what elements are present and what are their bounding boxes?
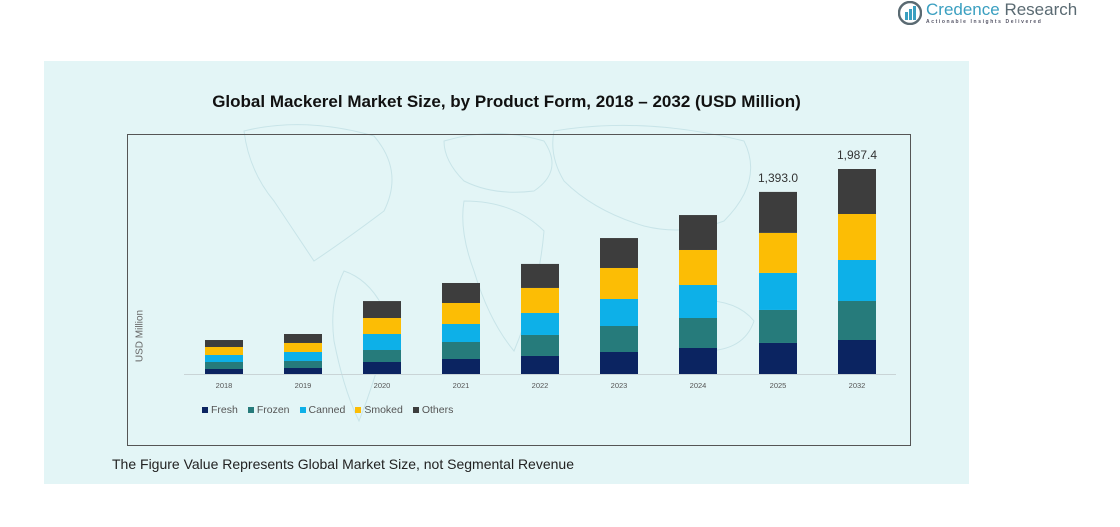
bar-segment-smoked-2032 — [838, 213, 876, 260]
legend-swatch — [299, 407, 306, 413]
legend-item-canned: Canned — [299, 404, 346, 416]
bar-segment-frozen-2018 — [205, 362, 243, 370]
data-label-total: 1,393.0 — [758, 171, 798, 185]
legend-item-fresh: Fresh — [202, 404, 238, 416]
bar-segment-frozen-2021 — [442, 342, 480, 360]
bar-segment-smoked-2019 — [284, 342, 322, 352]
x-tick-label: 2025 — [770, 381, 787, 390]
bar-segment-smoked-2018 — [205, 346, 243, 355]
bar-segment-frozen-2022 — [521, 334, 559, 356]
x-tick-label: 2018 — [216, 381, 233, 390]
credence-research-logo: Credence Research Actionable Insights De… — [897, 0, 1078, 26]
chart-legend: Fresh Frozen Canned Smoked Others — [202, 404, 453, 416]
chart-panel: Global Mackerel Market Size, by Product … — [44, 61, 969, 484]
bar-segment-smoked-2025 — [759, 232, 797, 273]
bar-segment-others-2019 — [284, 334, 322, 343]
bar-segment-frozen-2025 — [759, 309, 797, 343]
stacked-bar-chart: 2018 2019 2020 2021 2022 2023 2024 2025 1,393.0 2… — [184, 148, 896, 390]
bar-segment-canned-2019 — [284, 351, 322, 361]
bar-segment-others-2021 — [442, 282, 480, 303]
legend-item-smoked: Smoked — [355, 404, 403, 416]
footnote: The Figure Value Represents Global Marke… — [112, 456, 574, 472]
brand-name-first: Credence — [926, 0, 1000, 19]
bar-segment-smoked-2021 — [442, 302, 480, 324]
logo-chart-icon — [897, 0, 923, 26]
bar-segment-canned-2023 — [600, 298, 638, 326]
bar-segment-fresh-2025 — [759, 342, 797, 374]
legend-swatch — [202, 407, 208, 413]
brand-tagline: Actionable Insights Delivered — [926, 19, 1043, 25]
bar-segment-others-2023 — [600, 238, 638, 268]
legend-label: Frozen — [256, 404, 290, 416]
bar-segment-frozen-2019 — [284, 360, 322, 368]
bar-segment-frozen-2024 — [679, 318, 717, 348]
plot-area-border — [127, 134, 911, 446]
bar-segment-canned-2024 — [679, 284, 717, 318]
x-tick-label: 2032 — [849, 381, 866, 390]
bar-segment-others-2022 — [521, 263, 559, 288]
bar-segment-canned-2032 — [838, 259, 876, 302]
x-tick-label: 2023 — [611, 381, 628, 390]
bar-segment-smoked-2024 — [679, 249, 717, 285]
x-tick-label: 2022 — [532, 381, 549, 390]
brand-name-second: Research — [1004, 0, 1078, 19]
bar-segment-canned-2021 — [442, 324, 480, 342]
bar-segment-fresh-2021 — [442, 359, 480, 374]
bar-segment-others-2025 — [759, 191, 797, 233]
bar-segment-canned-2022 — [521, 312, 559, 335]
bar-segment-canned-2020 — [363, 334, 401, 350]
legend-swatch — [247, 407, 254, 413]
bar-segment-fresh-2019 — [284, 368, 322, 374]
bar-segment-fresh-2018 — [205, 369, 243, 374]
legend-label: Others — [421, 404, 454, 416]
legend-item-others: Others — [412, 404, 454, 416]
bar-segment-others-2032 — [838, 169, 876, 214]
bar-segment-frozen-2023 — [600, 326, 638, 352]
bar-segment-others-2018 — [205, 340, 243, 347]
legend-label: Fresh — [211, 404, 238, 416]
legend-label: Smoked — [364, 404, 403, 416]
legend-swatch — [355, 407, 362, 413]
x-tick-label: 2020 — [374, 381, 391, 390]
bar-segment-fresh-2024 — [679, 348, 717, 374]
bar-segment-fresh-2032 — [838, 340, 876, 374]
data-label-total: 1,987.4 — [837, 148, 877, 162]
chart-title: Global Mackerel Market Size, by Product … — [212, 92, 801, 111]
bar-segment-others-2020 — [363, 301, 401, 318]
x-tick-label: 2021 — [453, 381, 470, 390]
bar-segment-frozen-2032 — [838, 301, 876, 341]
bar-segment-others-2024 — [679, 215, 717, 250]
x-tick-label: 2024 — [690, 381, 707, 390]
bar-segment-canned-2025 — [759, 272, 797, 310]
bar-segment-frozen-2020 — [363, 350, 401, 362]
legend-swatch — [412, 407, 419, 413]
legend-label: Canned — [308, 404, 346, 416]
bar-segment-canned-2018 — [205, 354, 243, 362]
bar-segment-smoked-2020 — [363, 318, 401, 334]
x-tick-label: 2019 — [295, 381, 312, 390]
bar-segment-smoked-2023 — [600, 267, 638, 299]
bar-segment-fresh-2023 — [600, 352, 638, 374]
bar-segment-fresh-2022 — [521, 355, 559, 374]
bar-segment-fresh-2020 — [363, 362, 401, 374]
legend-item-frozen: Frozen — [247, 404, 290, 416]
bar-segment-smoked-2022 — [521, 287, 559, 313]
